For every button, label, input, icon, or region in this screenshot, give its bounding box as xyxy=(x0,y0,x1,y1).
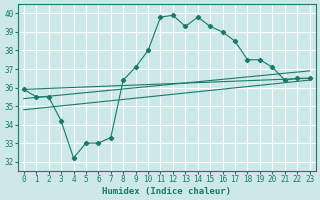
X-axis label: Humidex (Indice chaleur): Humidex (Indice chaleur) xyxy=(102,187,231,196)
